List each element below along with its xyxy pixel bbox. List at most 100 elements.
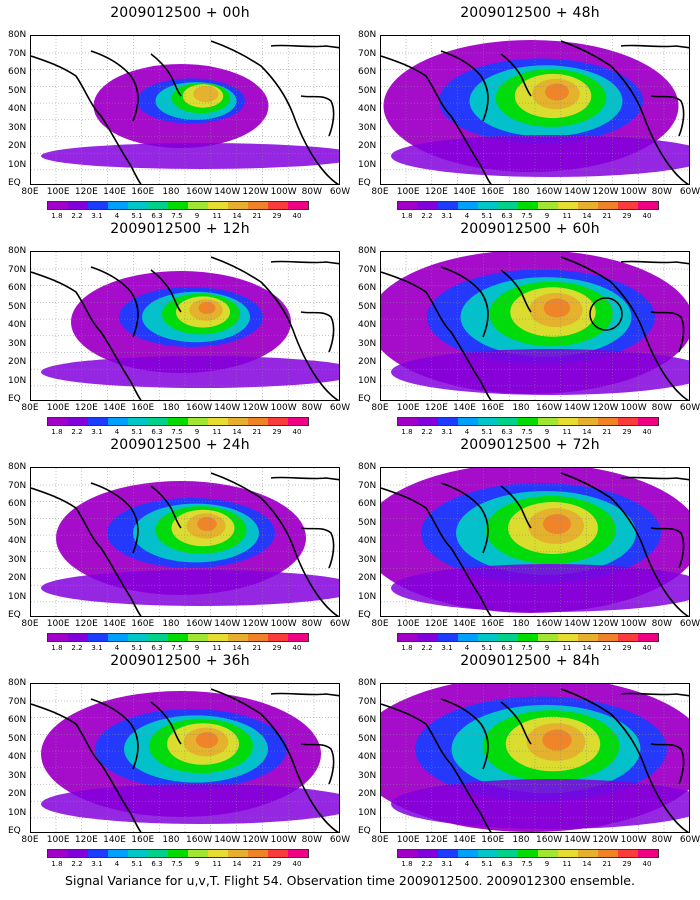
lat-label: 10N: [8, 375, 27, 386]
contour-band: [542, 729, 572, 751]
lat-label: 50N: [358, 733, 377, 744]
colorbar-label: 3.1: [91, 860, 103, 868]
map-panel-p12: 2009012500 + 12h 80N 70N 60N 50N 40N 30N 20N 10N…: [8, 221, 350, 436]
lon-label: 160W: [186, 187, 213, 197]
coastline: [150, 485, 182, 529]
colorbar-swatch: [478, 634, 498, 641]
colorbar-swatch: [48, 418, 68, 425]
coastline: [31, 487, 142, 616]
colorbar-swatch: [638, 418, 658, 425]
colorbar-label: 40: [292, 644, 302, 652]
lon-label: 180: [512, 403, 530, 413]
lon-label: 120W: [242, 835, 269, 845]
colorbar-label: 4: [464, 644, 470, 652]
colorbar-swatch: [108, 202, 128, 209]
lon-label: 100E: [396, 403, 420, 413]
lon-label: 60W: [679, 619, 700, 629]
colorbar-swatch: [128, 202, 148, 209]
colorbar-label: 11: [562, 212, 572, 220]
coastline: [440, 482, 489, 554]
coastline: [150, 53, 182, 97]
colorbar-label: 9: [544, 860, 550, 868]
colorbar-label: 4: [114, 860, 120, 868]
colorbar: [397, 417, 659, 426]
lat-label: 40N: [8, 104, 27, 114]
colorbar-swatch: [538, 850, 558, 857]
colorbar-swatch: [208, 634, 228, 641]
colorbar-label: 1.8: [401, 428, 413, 436]
lon-label: 160W: [536, 187, 563, 197]
lon-label: 140W: [564, 835, 591, 845]
coastline: [90, 266, 139, 338]
colorbar-label: 9: [544, 212, 550, 220]
target-circle: [589, 297, 623, 331]
colorbar-swatch: [268, 202, 288, 209]
colorbar-label: 7.5: [521, 644, 533, 652]
colorbar-swatch: [188, 202, 208, 209]
lat-label: 20N: [8, 573, 27, 583]
coastline: [620, 692, 689, 697]
colorbar: [397, 201, 659, 210]
coastline: [210, 40, 339, 184]
lon-label: 120W: [592, 403, 619, 413]
coastline: [381, 55, 492, 184]
colorbar-swatch: [578, 850, 598, 857]
coastline: [620, 260, 689, 265]
lon-label: 80W: [651, 619, 672, 629]
coastline: [31, 703, 142, 832]
colorbar-label: 29: [622, 860, 632, 868]
colorbar-swatch: [248, 202, 268, 209]
colorbar-label: 4: [464, 212, 470, 220]
colorbar-swatch: [108, 850, 128, 857]
lat-label: 20N: [358, 789, 377, 799]
coastline: [210, 256, 339, 400]
colorbar-swatch: [228, 634, 248, 641]
lat-label: 60N: [358, 67, 377, 77]
lon-label: 160W: [536, 835, 563, 845]
colorbar-label: 21: [602, 428, 612, 436]
colorbar-label: 11: [562, 644, 572, 652]
colorbar-swatch: [288, 418, 308, 425]
colorbar-swatch: [268, 850, 288, 857]
contour-band: [41, 570, 339, 606]
lon-label: 100E: [396, 835, 420, 845]
colorbar-label: 14: [582, 644, 592, 652]
colorbar-label: 2.2: [421, 860, 433, 868]
figure-caption: Signal Variance for u,v,T. Flight 54. Ob…: [65, 873, 635, 888]
coastline: [210, 472, 339, 616]
lat-label: 50N: [8, 85, 27, 96]
lon-label: 120W: [242, 187, 269, 197]
variance-map: [30, 683, 340, 833]
panel-title: 2009012500 + 84h: [460, 653, 600, 669]
lat-label: 70N: [358, 48, 377, 59]
lon-label: 100W: [620, 619, 647, 629]
colorbar-label: 11: [212, 644, 222, 652]
colorbar-label: 11: [562, 860, 572, 868]
colorbar-label: 4: [464, 428, 470, 436]
panel-title: 2009012500 + 48h: [460, 5, 600, 21]
colorbar-swatch: [478, 850, 498, 857]
map-svg: [381, 252, 689, 400]
colorbar-swatch: [438, 418, 458, 425]
map-panel-p60: 2009012500 + 60h 80N 70N 60N 50N 40N 30N 20N 10N…: [358, 221, 700, 436]
lat-label: 40N: [8, 320, 27, 330]
colorbar-swatch: [478, 418, 498, 425]
lat-label: 40N: [358, 104, 377, 114]
lon-label: 140E: [453, 403, 476, 413]
lon-label: 100E: [396, 619, 420, 629]
colorbar-label: 40: [292, 860, 302, 868]
lat-label: 30N: [358, 338, 377, 349]
panel-title: 2009012500 + 12h: [110, 221, 250, 237]
colorbar-label: 40: [292, 212, 302, 220]
lat-label: 20N: [8, 789, 27, 799]
lon-label: 80W: [301, 403, 322, 413]
coastline: [500, 53, 532, 97]
colorbar-swatch: [128, 850, 148, 857]
colorbar-swatch: [618, 850, 638, 857]
lat-label: 50N: [8, 301, 27, 312]
colorbar-label: 14: [582, 212, 592, 220]
colorbar-swatch: [558, 850, 578, 857]
lon-label: 140E: [453, 835, 476, 845]
lon-label: 80W: [301, 835, 322, 845]
colorbar-label: 29: [622, 644, 632, 652]
